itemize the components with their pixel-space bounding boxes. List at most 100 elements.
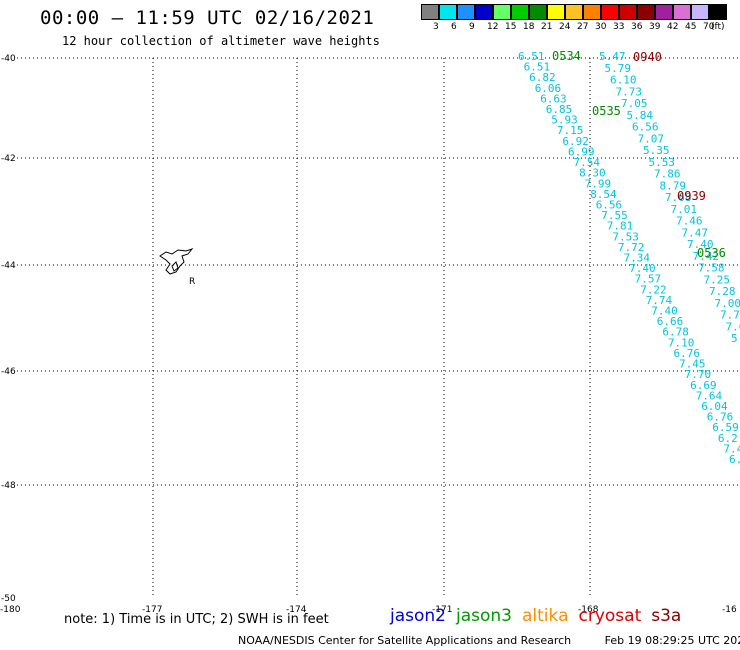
lat-label: -46 xyxy=(1,367,16,377)
swh-value-track-a: 6.92 xyxy=(562,135,589,148)
swh-value-track-a: 6.78 xyxy=(662,326,689,339)
swh-value-track-a: 6.76 xyxy=(674,347,701,360)
legend-label: 36 xyxy=(631,22,643,32)
footer-timestamp: Feb 19 08:29:25 UTC 2021 xyxy=(604,634,740,647)
island-outline: R xyxy=(159,247,195,287)
swh-value-track-a: 7.22 xyxy=(640,283,667,296)
swh-value-track-a: 7.40 xyxy=(651,305,678,318)
swh-value-track-a: 6.04 xyxy=(701,400,728,413)
legend-label: 33 xyxy=(613,22,625,32)
swh-value-track-a: 6.2 xyxy=(718,432,738,445)
legend-swatch xyxy=(673,4,691,20)
swh-value-track-a: 6.85 xyxy=(546,103,573,116)
swh-value-track-a: 6.51 xyxy=(518,50,545,63)
swh-value-track-b: 7.40 xyxy=(687,238,714,251)
swh-value-track-b: 7.73 xyxy=(616,85,643,98)
swh-value-track-a: 7.34 xyxy=(624,252,651,265)
lat-label: -44 xyxy=(1,261,16,271)
mission-jason2: jason2 xyxy=(390,606,446,626)
legend-swatch xyxy=(439,4,457,20)
lon-label: -168 xyxy=(578,605,599,615)
swh-value-track-a: 6.66 xyxy=(657,315,684,328)
legend-label: 70 xyxy=(703,22,715,32)
swh-value-track-b: 5.47 xyxy=(599,50,626,63)
swh-value-track-b: 5 xyxy=(731,332,738,345)
legend-swatch xyxy=(565,4,583,20)
swh-value-track-b: 7.46 xyxy=(676,215,703,228)
lat-label: -48 xyxy=(1,481,16,491)
legend-label: 6 xyxy=(451,22,457,32)
legend-label: 27 xyxy=(577,22,589,32)
legend-swatch xyxy=(511,4,529,20)
legend-swatch xyxy=(493,4,511,20)
wave-height-legend: 3 6 9 12 15 18 21 24 27 30 33 36 39 42 45 70 (ft) xyxy=(421,4,729,38)
swh-value-track-a: 6.76 xyxy=(707,411,734,424)
legend-swatch xyxy=(655,4,673,20)
swh-value-track-a: 7.57 xyxy=(635,273,662,286)
altimeter-tracks: 6.516.516.826.066.636.855.937.156.926.99… xyxy=(518,49,740,466)
swh-value-track-b: 8.79 xyxy=(660,179,687,192)
island-small xyxy=(171,261,179,272)
swh-value-track-b: 6.10 xyxy=(610,74,637,87)
swh-value-track-a: 7.40 xyxy=(629,262,656,275)
mission-s3a: s3a xyxy=(651,606,682,626)
lon-label: -171 xyxy=(432,605,452,615)
swh-value-track-a: 7.10 xyxy=(668,336,695,349)
swh-value-track-a: 6.99 xyxy=(568,145,595,158)
legend-label: 12 xyxy=(487,22,499,32)
legend-label: 9 xyxy=(469,22,475,32)
lat-label: -42 xyxy=(1,154,16,164)
footer-credit: NOAA/NESDIS Center for Satellite Applica… xyxy=(238,634,572,647)
legend-label: 3 xyxy=(433,22,439,32)
map-title: 00:00 – 11:59 UTC 02/16/2021 xyxy=(40,7,375,29)
swh-value-track-b: 7.25 xyxy=(704,273,731,286)
swh-value-track-b: 7.28 xyxy=(709,285,736,298)
swh-value-track-a: 7.70 xyxy=(685,368,712,381)
swh-value-track-b: 7.68 xyxy=(665,191,692,204)
mission-cryosat: cryosat xyxy=(578,606,642,626)
lon-label: -174 xyxy=(286,605,307,615)
swh-value-track-b: 7.86 xyxy=(654,168,681,181)
swh-value-track-b: 7.47 xyxy=(682,226,709,239)
swh-value-track-a: 7.54 xyxy=(574,156,601,169)
mission-legend: jason2 jason3 altika cryosat s3a xyxy=(390,606,691,626)
legend-label: 39 xyxy=(649,22,661,32)
mission-jason3: jason3 xyxy=(456,606,512,626)
swh-value-track-a: 7.53 xyxy=(612,230,639,243)
lat-label: -50 xyxy=(1,594,16,604)
swh-value-track-a: 7.81 xyxy=(607,220,634,233)
swh-value-track-a: 6.69 xyxy=(690,379,717,392)
legend-swatch xyxy=(691,4,709,20)
time-label: 0940 xyxy=(633,50,662,64)
swh-value-track-a: 7.99 xyxy=(585,177,612,190)
swh-value-track-a: 6.63 xyxy=(540,92,567,105)
swh-value-track-b: 7.07 xyxy=(638,132,665,145)
legend-label: 18 xyxy=(523,22,535,32)
swh-value-track-a: 6.56 xyxy=(596,199,623,212)
legend-swatch xyxy=(601,4,619,20)
lon-label: -177 xyxy=(142,605,162,615)
swh-value-track-a: 5.93 xyxy=(551,114,578,127)
swh-value-track-a: 7.64 xyxy=(696,389,723,402)
swh-value-track-a: 7.4 xyxy=(723,442,740,455)
swh-value-track-b: 6.56 xyxy=(632,121,659,134)
legend-swatch xyxy=(457,4,475,20)
swh-value-track-b: 7.6 xyxy=(726,320,740,333)
swh-value-track-a: 6.06 xyxy=(535,82,562,95)
swh-value-track-a: 7.15 xyxy=(557,124,584,137)
island-label: R xyxy=(189,277,195,287)
swh-value-track-a: 7.55 xyxy=(601,209,628,222)
legend-label: 15 xyxy=(505,22,517,32)
lon-label: -180 xyxy=(0,605,21,615)
swh-value-track-b: 7.58 xyxy=(698,262,725,275)
swh-value-track-b: 5.79 xyxy=(605,62,632,75)
swh-value-track-a: 7.72 xyxy=(618,241,645,254)
time-label: 0536 xyxy=(697,246,726,260)
lat-label: -40 xyxy=(1,54,16,64)
legend-unit: (ft) xyxy=(711,22,725,32)
swh-value-track-b: 5.84 xyxy=(627,109,654,122)
mission-altika: altika xyxy=(522,606,569,626)
legend-swatch xyxy=(547,4,565,20)
swh-value-track-b: 7.00 xyxy=(715,297,740,310)
